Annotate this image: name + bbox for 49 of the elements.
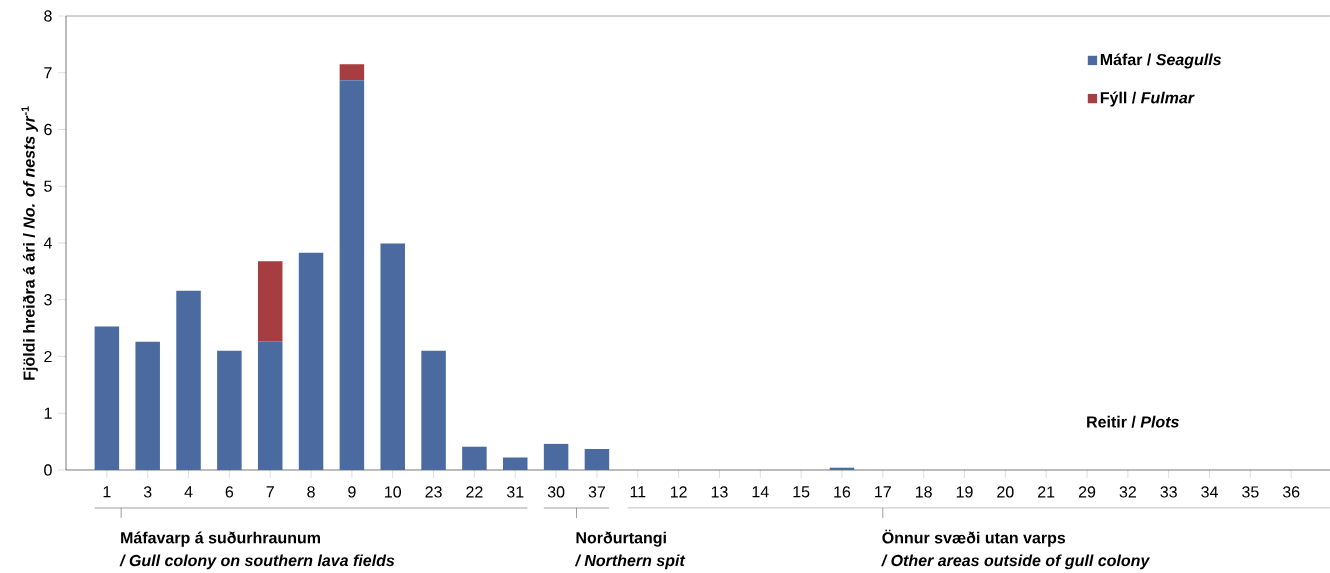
y-tick-label: 6	[44, 123, 52, 136]
y-tick-label: 7	[44, 67, 52, 79]
text: Norðurtangi	[576, 531, 666, 547]
y-axis-title: Fjöldi hreiðra á ári / No. of nests yr$^{-1}$	[21, 106, 38, 380]
x-tick-label: 23	[425, 486, 442, 498]
x-tick-label: 30	[547, 486, 565, 498]
x-tick-label: 33	[1160, 486, 1177, 498]
x-tick-label: 7	[266, 486, 274, 498]
x-tick-label: 16	[834, 486, 851, 498]
text: Önnur svæði utan varps	[882, 529, 1066, 547]
x-tick-label: 8	[307, 486, 315, 498]
text: / Other areas outside of gull colony	[881, 554, 1151, 570]
y-tick-label: 1	[44, 407, 52, 419]
x-tick-label: 21	[1038, 486, 1055, 498]
y-tick-label: 3	[44, 294, 52, 306]
y-tick-label: 5	[44, 180, 52, 192]
x-tick-label: 22	[466, 486, 483, 498]
x-tick-label: 20	[997, 486, 1014, 498]
x-tick-label: 1	[103, 486, 111, 498]
x-tick-label: 29	[1078, 486, 1096, 498]
x-tick-label: 9	[348, 486, 356, 498]
y-tick-label: 4	[43, 237, 52, 249]
x-tick-label: 15	[793, 486, 810, 498]
x-tick-label: 36	[1282, 486, 1300, 498]
x-tick-label: 17	[875, 486, 891, 498]
x-tick-label: 13	[711, 486, 728, 498]
x-tick-label: 35	[1242, 486, 1259, 498]
x-tick-label: 4	[184, 486, 193, 498]
y-tick-label: 8	[44, 10, 52, 22]
legend-label: Máfar / Seagulls	[1100, 53, 1222, 69]
x-tick-label: 19	[956, 486, 973, 498]
x-tick-label: 18	[915, 486, 932, 498]
text: / Northern spit	[574, 554, 686, 570]
x-tick-label: 34	[1201, 486, 1218, 498]
x-tick-label: 32	[1119, 486, 1136, 498]
x-tick-label: 11	[630, 486, 646, 498]
x-tick-label: 3	[143, 486, 152, 498]
y-tick-label: 0	[44, 464, 52, 476]
y-tick-label: 2	[44, 350, 52, 363]
legend-label: Fýll / Fulmar	[1100, 91, 1195, 107]
x-tick-label: 31	[506, 486, 524, 498]
x-tick-label: 10	[385, 486, 402, 498]
x-tick-label: 14	[752, 486, 769, 498]
text: Máfavarp á suðurhraunum	[121, 531, 320, 547]
x-axis-title: Reitir / Plots	[1087, 415, 1179, 428]
text: / Gull colony on southern lava fields	[119, 554, 395, 570]
x-tick-label: 6	[225, 486, 234, 498]
x-tick-label: 12	[670, 486, 687, 498]
x-tick-label: 37	[588, 486, 606, 498]
